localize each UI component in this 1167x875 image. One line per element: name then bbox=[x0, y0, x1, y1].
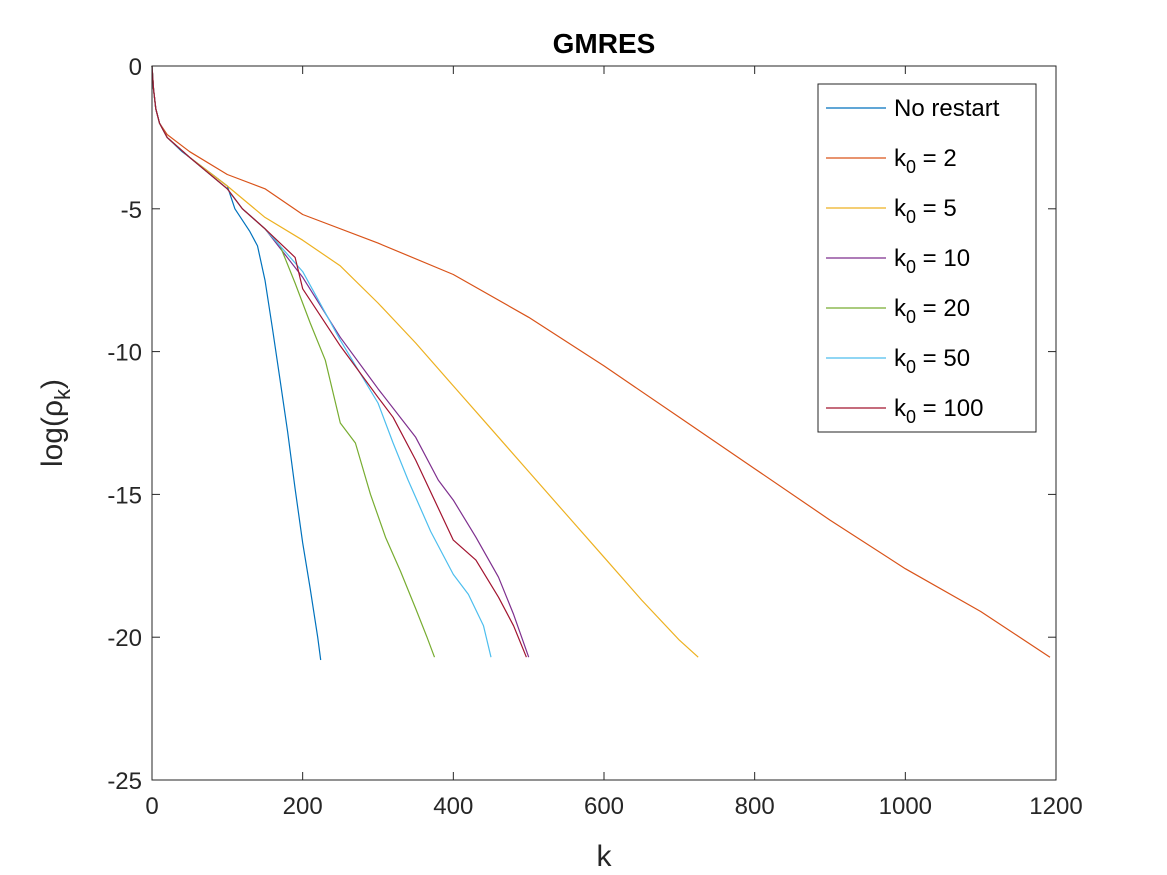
y-tick-label: -10 bbox=[107, 340, 142, 367]
legend: No restart k0 = 2 k0 = 5 k0 = 10 k0 = 20 k0 =… bbox=[817, 83, 1037, 433]
y-tick-label: 0 bbox=[129, 54, 142, 81]
x-tick-label: 800 bbox=[735, 793, 775, 820]
series-layer bbox=[151, 65, 1051, 661]
legend-label-0: No restart bbox=[894, 95, 1000, 122]
chart-title: GMRES bbox=[553, 28, 656, 59]
legend-label-2: k0 = 5 bbox=[894, 195, 957, 227]
y-tick-label: -20 bbox=[107, 625, 142, 652]
x-tick-label: 0 bbox=[145, 793, 158, 820]
x-tick-label: 400 bbox=[433, 793, 473, 820]
legend-label-5: k0 = 50 bbox=[894, 345, 970, 377]
series-line-6 bbox=[151, 65, 527, 658]
y-tick-label: -5 bbox=[121, 197, 142, 224]
x-tick-label: 1200 bbox=[1029, 793, 1082, 820]
x-tick-label: 600 bbox=[584, 793, 624, 820]
legend-label-1: k0 = 2 bbox=[894, 145, 957, 177]
x-axis: 0 200 400 600 800 1000 1200 bbox=[145, 66, 1083, 820]
x-axis-label: k bbox=[597, 840, 613, 873]
legend-label-6: k0 = 100 bbox=[894, 395, 983, 427]
y-tick-label: -25 bbox=[107, 768, 142, 795]
y-axis: 0 -5 -10 -15 -20 -25 bbox=[107, 54, 1056, 795]
x-tick-label: 200 bbox=[283, 793, 323, 820]
x-tick-label: 1000 bbox=[879, 793, 932, 820]
y-axis-label: log(ρk) bbox=[36, 379, 75, 467]
y-axis-label-text: log(ρk) bbox=[36, 379, 75, 467]
y-tick-label: -15 bbox=[107, 482, 142, 509]
legend-label-3: k0 = 10 bbox=[894, 245, 970, 277]
legend-label-4: k0 = 20 bbox=[894, 295, 970, 327]
